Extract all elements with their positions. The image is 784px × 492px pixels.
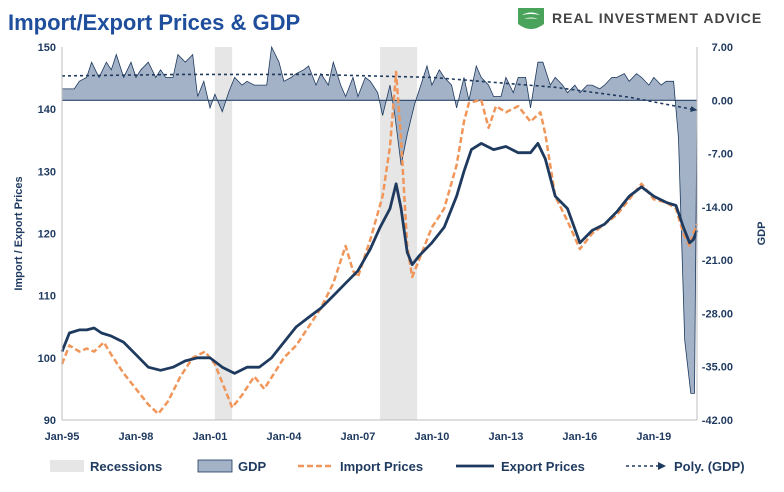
legend-label: Import Prices — [340, 459, 423, 474]
y-left-tick-label: 100 — [38, 353, 56, 365]
brand-name: REAL INVESTMENT ADVICE — [552, 10, 762, 26]
y-left-tick-label: 140 — [38, 104, 56, 116]
y-right-tick-label: -28.00 — [702, 308, 733, 320]
legend-item-export-prices: Export Prices — [456, 459, 585, 474]
x-tick-label: Jan-19 — [636, 431, 671, 443]
y-left-tick-label: 120 — [38, 229, 56, 241]
trend-arrow-head — [690, 106, 697, 112]
axes: 90 100 110 120 130 140 150 -42.00 -35.00 -28.00 -2… — [13, 42, 768, 443]
y-right-tick-label: 7.00 — [712, 42, 733, 54]
y-left-tick-label: 110 — [38, 291, 56, 303]
legend-label: Export Prices — [501, 459, 585, 474]
x-tick-label: Jan-01 — [193, 431, 228, 443]
y-left-tick-label: 150 — [38, 42, 56, 54]
y-left-tick-label: 90 — [44, 415, 56, 427]
y-right-tick-label: 0.00 — [712, 95, 733, 107]
recession-band-0 — [214, 47, 233, 420]
y-right-tick-label: -42.00 — [702, 415, 733, 427]
series-gdp-area — [61, 45, 698, 394]
y-right-tick-label: -14.00 — [702, 202, 733, 214]
y-left-tick-label: 130 — [38, 166, 56, 178]
y-axis-left-title: Import / Export Prices — [13, 176, 25, 290]
legend-item-recessions: Recessions — [50, 459, 162, 474]
legend-arrow-icon — [658, 462, 666, 470]
x-tick-label: Jan-07 — [340, 431, 375, 443]
y-right-tick-label: -7.00 — [708, 149, 733, 161]
legend-label: Recessions — [90, 459, 162, 474]
plot-area — [60, 45, 699, 420]
legend-swatch-gdp — [197, 459, 233, 473]
eagle-shield-icon — [518, 8, 544, 29]
legend-swatch-recession — [50, 460, 84, 472]
y-axis-right-title: GDP — [756, 222, 768, 246]
series-import-prices — [60, 70, 699, 416]
x-tick-label: Jan-04 — [267, 431, 303, 443]
brand-logo: REAL INVESTMENT ADVICE — [518, 8, 762, 29]
y-right-tick-label: -21.00 — [702, 255, 733, 267]
x-tick-label: Jan-98 — [119, 431, 154, 443]
legend-label: GDP — [238, 459, 267, 474]
x-tick-label: Jan-16 — [562, 431, 597, 443]
y-right-tick-label: -35.00 — [702, 362, 733, 374]
legend-item-poly-gdp: Poly. (GDP) — [626, 459, 745, 474]
legend: Recessions GDP Import Prices Export Prices P… — [50, 459, 745, 474]
x-tick-label: Jan-13 — [488, 431, 523, 443]
chart-title: Import/Export Prices & GDP — [8, 10, 300, 35]
legend-item-import-prices: Import Prices — [298, 459, 423, 474]
x-tick-label: Jan-95 — [45, 431, 80, 443]
x-tick-label: Jan-10 — [414, 431, 449, 443]
legend-label: Poly. (GDP) — [674, 459, 745, 474]
legend-item-gdp: GDP — [197, 459, 267, 474]
series-export-prices — [60, 142, 699, 375]
